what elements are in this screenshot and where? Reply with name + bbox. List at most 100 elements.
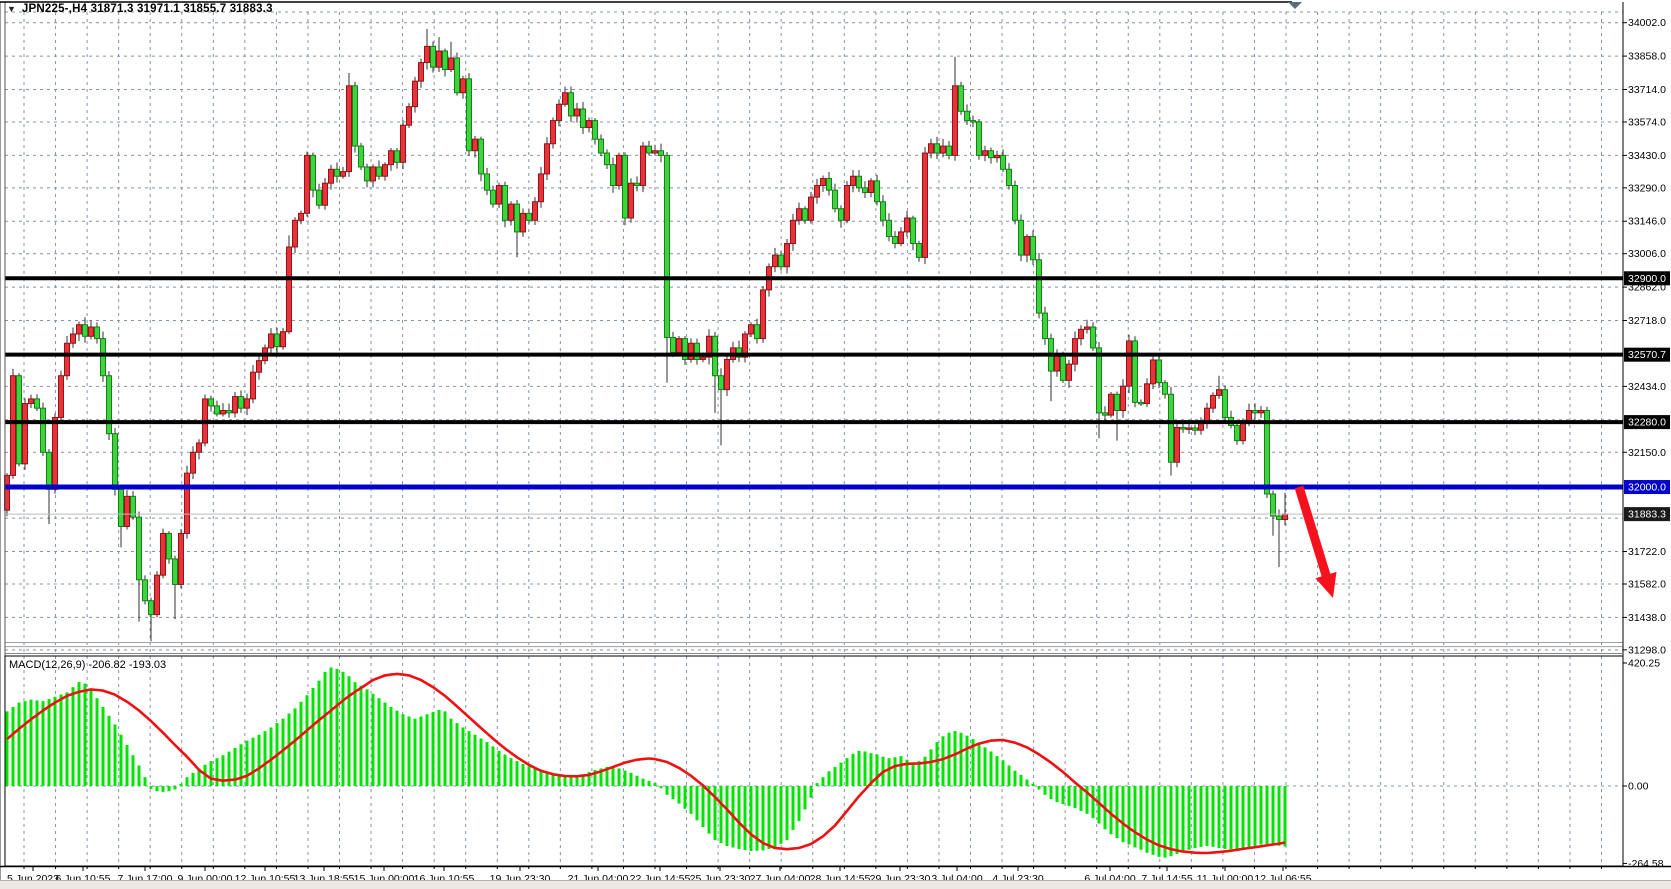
candle-bear xyxy=(604,152,610,166)
macd-histogram xyxy=(5,667,1287,858)
macd-bar xyxy=(53,696,57,786)
candle-bull xyxy=(850,175,856,187)
macd-bar xyxy=(785,786,789,841)
macd-bar xyxy=(1169,786,1173,857)
candle-bull xyxy=(844,185,850,221)
candle-bull xyxy=(928,143,934,154)
candle-bull xyxy=(340,171,346,177)
macd-bar xyxy=(341,671,345,786)
candle-bear xyxy=(832,189,838,210)
candle-bull xyxy=(304,154,310,214)
candle-bull xyxy=(418,62,424,82)
candle-bear xyxy=(880,201,886,221)
macd-bar xyxy=(485,742,489,786)
candle-bear xyxy=(1252,410,1258,414)
macd-bar xyxy=(647,780,651,786)
symbol-dropdown-icon[interactable]: ▼ xyxy=(7,4,16,14)
candle-bull xyxy=(1024,236,1030,256)
macd-bar xyxy=(269,727,273,786)
macd-bar xyxy=(353,682,357,786)
candle-bear xyxy=(484,173,490,191)
candle-bull xyxy=(178,532,184,585)
candle-bear xyxy=(664,154,670,338)
chart-shift-marker-icon[interactable] xyxy=(1288,2,1302,9)
macd-bar xyxy=(1073,786,1077,808)
macd-bar xyxy=(1019,774,1023,786)
macd-bar xyxy=(155,786,159,792)
macd-bar xyxy=(707,786,711,834)
macd-bar xyxy=(83,683,87,786)
candle-bull xyxy=(370,166,376,182)
candle-bear xyxy=(1060,354,1066,381)
macd-bar xyxy=(191,772,195,786)
macd-bar xyxy=(257,734,261,786)
macd-bar xyxy=(149,786,153,789)
candle-bull xyxy=(268,333,274,349)
candle-bear xyxy=(1000,154,1006,170)
macd-bar xyxy=(11,706,15,786)
candle-bear xyxy=(136,516,142,581)
macd-bar xyxy=(617,768,621,786)
candle-bull xyxy=(1126,340,1132,387)
candle-bear xyxy=(166,532,172,560)
macd-bar xyxy=(689,786,693,814)
candle-bull xyxy=(154,574,160,616)
macd-bar xyxy=(575,775,579,786)
macd-bar xyxy=(1265,786,1269,845)
macd-bar xyxy=(89,689,93,786)
price-tick-label: 33290.0 xyxy=(1628,182,1666,194)
candle-bull xyxy=(940,145,946,154)
macd-bar xyxy=(23,701,27,786)
macd-bar xyxy=(695,786,699,821)
macd-bar xyxy=(1121,786,1125,843)
macd-bar xyxy=(803,786,807,810)
candle-bear xyxy=(682,338,688,360)
candle-bull xyxy=(544,143,550,175)
candle-bull xyxy=(1204,407,1210,423)
macd-bar xyxy=(827,771,831,786)
macd-bar xyxy=(239,744,243,786)
macd-bar xyxy=(317,680,321,786)
price-tick-label: 31438.0 xyxy=(1628,612,1666,624)
candle-bear xyxy=(274,333,280,348)
candle-bull xyxy=(256,360,262,373)
macd-bar xyxy=(743,786,747,850)
macd-bar xyxy=(1223,786,1227,849)
candle-bull xyxy=(952,85,958,156)
macd-bar xyxy=(491,746,495,786)
macd-bar xyxy=(713,786,717,841)
candle-bear xyxy=(142,579,148,602)
macd-bar xyxy=(1175,786,1179,854)
candle-bear xyxy=(1012,185,1018,221)
candle-bull xyxy=(562,92,568,105)
candle-bear xyxy=(976,121,982,156)
candle-bull xyxy=(280,331,286,348)
trend-arrow-shaft xyxy=(1294,485,1333,583)
candle-bear xyxy=(82,324,88,337)
macd-bar xyxy=(1133,786,1137,848)
macd-bar xyxy=(659,786,663,789)
candle-bull xyxy=(724,358,730,391)
candle-bear xyxy=(502,185,508,221)
macd-bar xyxy=(965,735,969,786)
macd-bar xyxy=(137,765,141,786)
macd-bar xyxy=(1235,786,1239,849)
macd-bar xyxy=(581,774,585,786)
candle-bull xyxy=(760,289,766,340)
price-badge-label: 31883.3 xyxy=(1628,509,1666,521)
candle-bull xyxy=(64,342,70,377)
macd-bar xyxy=(683,786,687,809)
macd-bar xyxy=(1145,786,1149,853)
candle-bull xyxy=(616,154,622,187)
candle-bear xyxy=(610,164,616,187)
candle-bear xyxy=(394,150,400,163)
candle-bear xyxy=(838,208,844,221)
candle-bull xyxy=(1084,326,1090,330)
candle-bear xyxy=(670,336,676,354)
candle-bull xyxy=(532,201,538,221)
candle-bull xyxy=(868,180,874,193)
candle-bear xyxy=(568,92,574,117)
candle-bear xyxy=(238,396,244,409)
macd-bar xyxy=(851,753,855,786)
